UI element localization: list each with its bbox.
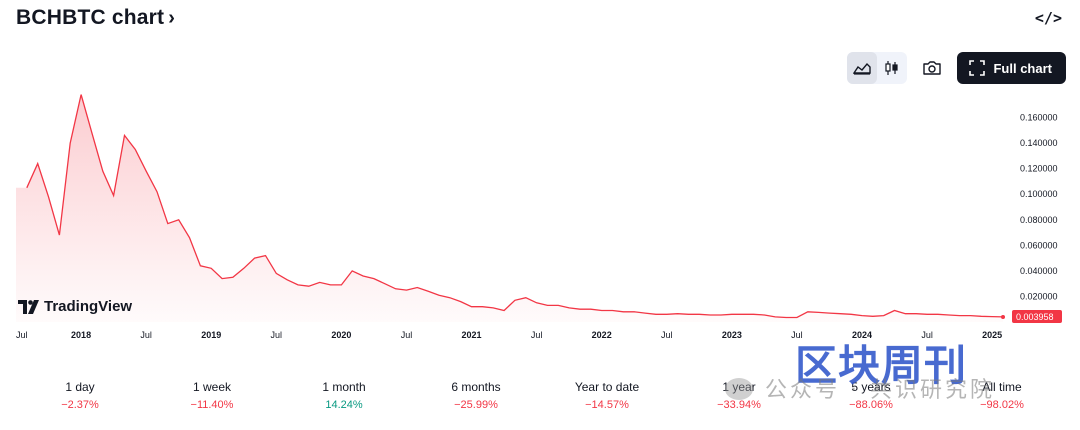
page-title-text: BCHBTC chart bbox=[16, 6, 165, 29]
period-label: 1 year bbox=[722, 380, 756, 394]
price-chart[interactable]: 0.160000 0.140000 0.120000 0.100000 0.080000… bbox=[0, 92, 1080, 348]
price-area-fill bbox=[16, 94, 1003, 322]
period-change: −25.99% bbox=[454, 399, 498, 411]
x-tick-month: Jul bbox=[661, 330, 673, 340]
last-price-label: 0.003958 bbox=[1016, 312, 1054, 322]
period-6-months[interactable]: 6 months −25.99% bbox=[421, 380, 531, 411]
x-tick-year: 2021 bbox=[462, 330, 482, 340]
period-change: −33.94% bbox=[717, 399, 761, 411]
x-tick-year: 2025 bbox=[982, 330, 1002, 340]
y-tick-label: 0.140000 bbox=[1020, 138, 1058, 148]
area-chart-icon bbox=[853, 62, 872, 75]
period-1-year[interactable]: 1 year −33.94% bbox=[684, 380, 794, 411]
period-5-years[interactable]: 5 years −88.06% bbox=[816, 380, 926, 411]
x-tick-year: 2024 bbox=[852, 330, 872, 340]
y-tick-label: 0.060000 bbox=[1020, 240, 1058, 250]
fullscreen-icon bbox=[969, 60, 986, 76]
x-tick-month: Jul bbox=[921, 330, 933, 340]
period-label: 6 months bbox=[451, 380, 501, 394]
area-chart-button[interactable] bbox=[847, 52, 878, 84]
x-tick-year: 2018 bbox=[71, 330, 91, 340]
price-line bbox=[26, 94, 1004, 319]
x-tick-year: 2020 bbox=[331, 330, 351, 340]
chevron-right-icon: › bbox=[168, 6, 176, 29]
page-title[interactable]: BCHBTC chart › bbox=[16, 6, 175, 30]
last-price-marker: 0.003958 bbox=[1001, 309, 1062, 323]
period-label: Year to date bbox=[574, 380, 640, 394]
x-tick-year: 2019 bbox=[201, 330, 221, 340]
tradingview-logo-text: TradingView bbox=[44, 298, 133, 315]
tradingview-logo-icon bbox=[18, 299, 39, 314]
camera-icon bbox=[923, 61, 942, 75]
period-1-month[interactable]: 1 month 14.24% bbox=[289, 380, 399, 411]
x-tick-month: Jul bbox=[401, 330, 413, 340]
x-tick-month: Jul bbox=[140, 330, 152, 340]
x-tick-year: 2022 bbox=[592, 330, 612, 340]
last-price-badge bbox=[1012, 309, 1062, 323]
x-axis: Jul 2018 Jul 2019 Jul 2020 Jul 2021 Jul 2022 Jul 20… bbox=[16, 330, 1002, 340]
period-1-week[interactable]: 1 week −11.40% bbox=[157, 380, 267, 411]
period-1-day[interactable]: 1 day −2.37% bbox=[25, 380, 135, 411]
x-tick-year: 2023 bbox=[722, 330, 742, 340]
y-tick-label: 0.160000 bbox=[1020, 113, 1058, 123]
period-change: −88.06% bbox=[849, 399, 893, 411]
period-label: 1 day bbox=[65, 380, 95, 394]
y-tick-label: 0.080000 bbox=[1020, 215, 1058, 225]
x-tick-month: Jul bbox=[791, 330, 803, 340]
period-all-time[interactable]: All time −98.02% bbox=[947, 380, 1057, 411]
period-label: 1 week bbox=[192, 380, 232, 394]
y-tick-label: 0.020000 bbox=[1020, 291, 1058, 301]
y-tick-label: 0.120000 bbox=[1020, 164, 1058, 174]
embed-code-icon[interactable]: </> bbox=[1034, 9, 1062, 27]
chart-style-toggle bbox=[847, 52, 908, 84]
tradingview-logo[interactable]: TradingView bbox=[18, 298, 132, 315]
full-chart-label: Full chart bbox=[993, 60, 1052, 76]
snapshot-button[interactable] bbox=[917, 52, 947, 84]
period-change: −14.57% bbox=[585, 399, 629, 411]
x-tick-month: Jul bbox=[271, 330, 283, 340]
full-chart-button[interactable]: Full chart bbox=[957, 52, 1066, 84]
candles-icon bbox=[885, 61, 899, 75]
candles-button[interactable] bbox=[877, 52, 907, 84]
period-change: 14.24% bbox=[325, 399, 363, 411]
y-tick-label: 0.100000 bbox=[1020, 189, 1058, 199]
period-label: 5 years bbox=[851, 380, 891, 394]
y-tick-label: 0.040000 bbox=[1020, 266, 1058, 276]
period-year-to-date[interactable]: Year to date −14.57% bbox=[552, 380, 662, 411]
period-change: −2.37% bbox=[61, 399, 99, 411]
period-label: All time bbox=[982, 380, 1022, 394]
x-tick-month: Jul bbox=[16, 330, 28, 340]
period-label: 1 month bbox=[322, 380, 366, 394]
y-axis: 0.160000 0.140000 0.120000 0.100000 0.080000… bbox=[1020, 113, 1058, 302]
last-price-dot bbox=[1001, 314, 1005, 319]
period-change: −11.40% bbox=[190, 399, 234, 411]
period-change: −98.02% bbox=[980, 399, 1024, 411]
chart-toolbar: Full chart bbox=[847, 52, 1066, 84]
x-tick-month: Jul bbox=[531, 330, 543, 340]
performance-periods: 1 day −2.37% 1 week −11.40% 1 month 14.24% 6 m… bbox=[0, 380, 1080, 420]
